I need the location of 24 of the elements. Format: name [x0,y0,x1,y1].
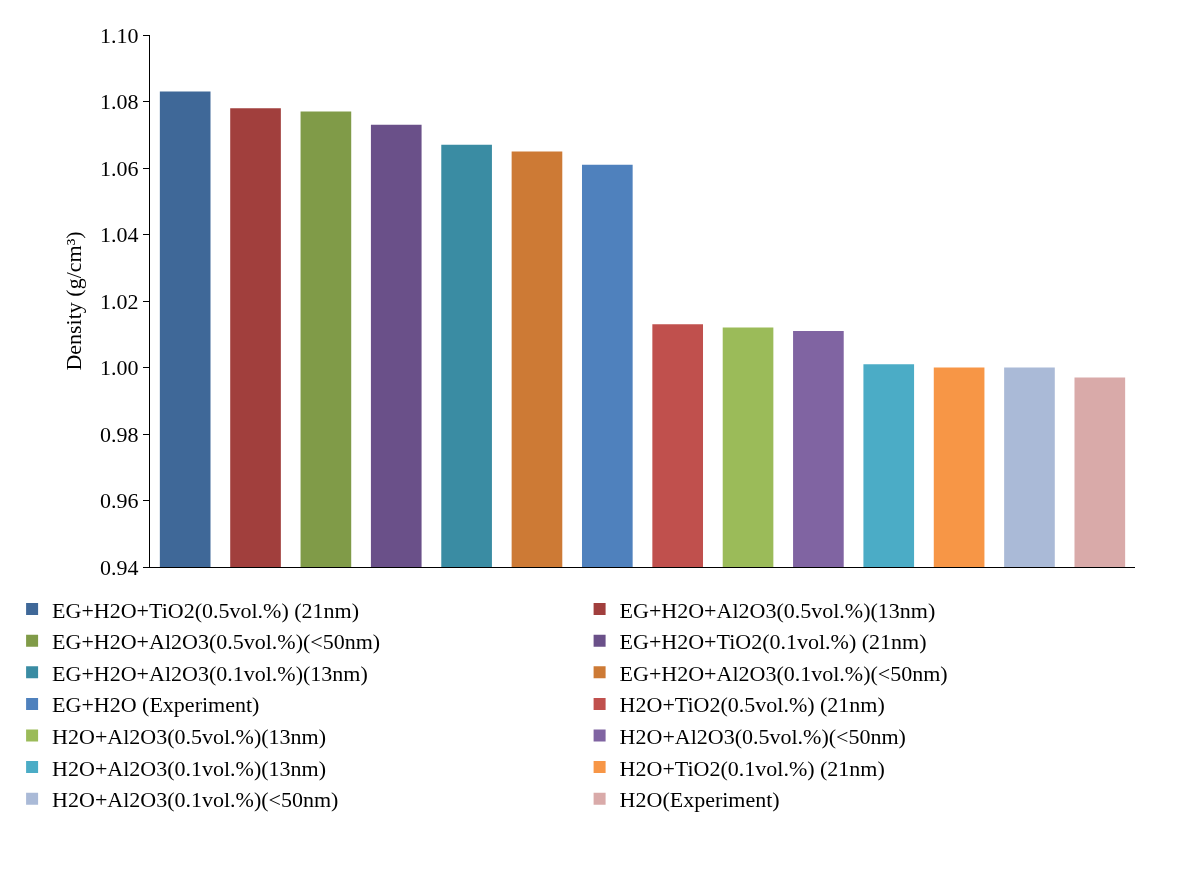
y-tick-label: 0.94 [100,554,139,580]
legend-label: EG+H2O+Al2O3(0.1vol.%)(13nm) [52,660,368,686]
y-tick-label: 1.04 [100,222,139,248]
y-tick-label: 1.02 [100,288,139,314]
legend-label: H2O+Al2O3(0.5vol.%)(<50nm) [619,724,906,750]
y-axis-title: Density (g/cm³) [60,231,86,371]
legend-label: H2O+Al2O3(0.1vol.%)(13nm) [52,755,327,781]
y-tick-label: 1.00 [100,355,139,381]
legend-label: H2O+TiO2(0.1vol.%) (21nm) [619,755,885,781]
y-tick-label: 0.98 [100,421,139,447]
legend-label: EG+H2O (Experiment) [52,692,260,718]
y-tick-label: 0.96 [100,488,139,514]
legend-label: EG+H2O+TiO2(0.1vol.%) (21nm) [619,629,927,655]
legend-label: H2O+Al2O3(0.5vol.%)(13nm) [52,724,327,750]
y-tick-label: 1.06 [100,155,139,181]
legend-label: EG+H2O+Al2O3(0.1vol.%)(<50nm) [619,660,948,686]
y-tick-label: 1.10 [100,22,139,48]
y-tick-label: 1.08 [100,89,139,115]
legend-label: H2O(Experiment) [619,787,780,813]
legend-label: H2O+TiO2(0.5vol.%) (21nm) [619,692,885,718]
legend-label: EG+H2O+Al2O3(0.5vol.%)(<50nm) [52,629,381,655]
legend-label: H2O+Al2O3(0.1vol.%)(<50nm) [52,787,339,813]
legend-label: EG+H2O+TiO2(0.5vol.%) (21nm) [52,597,360,623]
legend-label: EG+H2O+Al2O3(0.5vol.%)(13nm) [619,597,936,623]
